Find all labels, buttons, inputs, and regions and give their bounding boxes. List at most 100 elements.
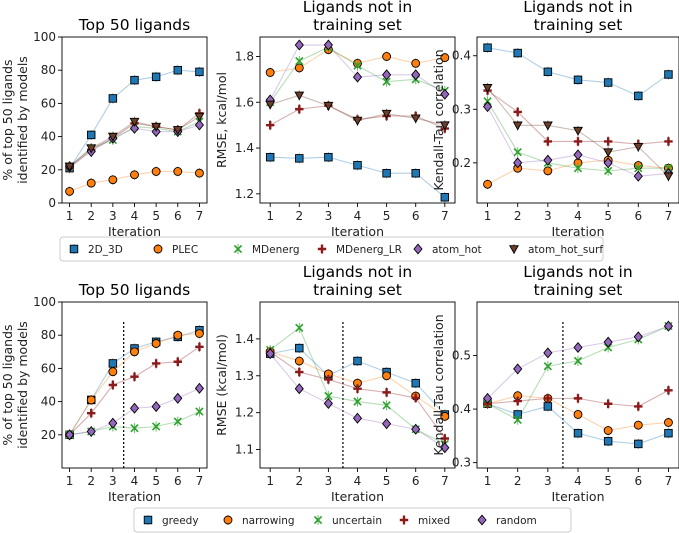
data-point-2D_3D: [603, 78, 613, 87]
data-point-2D_3D: [664, 70, 673, 79]
data-point-2D_3D: [353, 160, 362, 170]
legend-marker-MDenerg_LR-stroke: [317, 244, 327, 254]
data-point-mixed-stroke: [130, 372, 139, 381]
data-point-uncertain-stroke: [513, 415, 522, 424]
data-point-uncertain: [195, 407, 204, 416]
data-point-mixed: [664, 386, 673, 395]
data-point-PLEC: [543, 166, 553, 176]
data-point-mixed-stroke: [573, 394, 583, 403]
data-point-uncertain: [130, 423, 139, 433]
data-point-mixed: [440, 434, 450, 443]
data-point-atom_hot: [352, 71, 363, 83]
data-point-atom_hot_surf: [512, 121, 523, 131]
data-point-MDenerg_LR: [543, 137, 553, 146]
x-tick-label: 5: [152, 474, 160, 488]
y-tick-label: 1.2: [235, 187, 254, 201]
data-point-PLEC: [151, 167, 161, 176]
data-point-uncertain-stroke: [295, 323, 304, 332]
y-axis-label: RMSE, kcal/mol: [214, 72, 229, 168]
y-axis-label: Kendall-Tau correlation: [431, 49, 446, 190]
data-point-mixed-stroke: [513, 396, 522, 406]
data-point-mixed: [634, 402, 643, 411]
data-point-PLEC: [483, 179, 492, 189]
x-tick-label: 4: [574, 474, 582, 488]
x-tick-label: 5: [604, 474, 612, 488]
data-point-atom_hot_surf: [265, 100, 276, 110]
x-tick-label: 6: [412, 474, 420, 488]
series-layer: [65, 325, 204, 441]
data-point-random: [573, 341, 583, 354]
data-point-mixed: [543, 394, 553, 403]
data-point-narrowing: [194, 329, 204, 338]
y-tick-label: 0.4: [452, 402, 471, 416]
data-point-mixed: [151, 359, 161, 368]
data-point-mixed: [295, 367, 304, 377]
y-tick-label: 0: [48, 196, 56, 210]
legend-marker-2D_3D: [69, 244, 79, 254]
data-point-mixed-stroke: [195, 342, 204, 352]
data-point-PLEC: [382, 52, 392, 61]
y-tick-label: 1.3: [235, 369, 254, 383]
legend-marker-atom_hot: [413, 243, 423, 255]
data-point-MDenerg_LR-stroke: [513, 107, 522, 117]
data-point-atom_hot_surf: [381, 109, 392, 119]
data-point-2D_3D: [151, 72, 161, 82]
data-point-uncertain: [573, 356, 583, 366]
data-point-MDenerg-stroke: [573, 164, 583, 173]
chart-panel-4: 1 2 3 4 5 6 7 20 40 60 80 100 Top 50 ligands Iteratio…: [0, 281, 208, 504]
data-point-uncertain-stroke: [151, 422, 161, 431]
legend-label: narrowing: [242, 515, 295, 527]
data-point-MDenerg-stroke: [634, 164, 643, 173]
data-point-mixed: [173, 357, 182, 366]
x-axis-label: Iteration: [551, 489, 604, 504]
data-point-atom_hot: [129, 122, 140, 134]
data-point-atom_hot: [543, 154, 553, 166]
x-tick-label: 3: [325, 209, 333, 223]
data-point-greedy: [353, 356, 362, 366]
data-point-random: [663, 320, 674, 332]
data-point-MDenerg_LR-stroke: [543, 137, 553, 146]
data-point-MDenerg_LR: [295, 104, 304, 114]
legend-marker-random: [477, 514, 487, 526]
data-point-PLEC: [65, 186, 75, 196]
data-point-uncertain-stroke: [573, 356, 583, 366]
x-tick-label: 6: [634, 474, 642, 488]
data-point-atom_hot: [323, 39, 333, 51]
x-tick-label: 2: [87, 209, 95, 223]
legend-2: greedy narrowing uncertain mixed random: [133, 507, 572, 533]
data-point-atom_hot_surf: [633, 142, 644, 152]
legend-label: MDenerg: [252, 244, 300, 256]
data-point-random: [513, 363, 523, 375]
data-point-atom_hot_surf: [573, 126, 583, 136]
data-point-mixed: [353, 384, 362, 393]
x-tick-label: 5: [604, 209, 612, 223]
data-point-atom_hot_surf: [323, 101, 334, 111]
y-axis-label: % of top 50 ligands: [0, 59, 15, 180]
data-point-narrowing: [108, 367, 118, 377]
legend-marker-uncertain: [313, 515, 323, 525]
chart-title: Ligands not in: [523, 0, 632, 16]
chart-title: Ligands not in: [303, 0, 412, 16]
data-point-greedy: [573, 428, 583, 438]
data-point-uncertain: [353, 397, 362, 406]
data-point-random: [194, 382, 204, 394]
x-tick-label: 2: [87, 474, 95, 488]
data-point-mixed-stroke: [173, 357, 182, 366]
x-tick-label: 4: [354, 209, 362, 223]
data-point-MDenerg-stroke: [603, 166, 613, 176]
series-line-mixed: [69, 346, 200, 436]
data-point-random: [633, 331, 643, 343]
data-point-2D_3D: [295, 154, 304, 163]
data-point-mixed: [108, 380, 118, 390]
data-point-mixed-stroke: [440, 434, 450, 443]
y-tick-label: 60: [41, 96, 56, 110]
series-layer: [482, 320, 674, 449]
x-tick-label: 3: [109, 209, 117, 223]
data-point-MDenerg-stroke: [513, 147, 522, 157]
y-axis-label: Kendall-Tau correlation: [431, 314, 446, 455]
data-point-uncertain-stroke: [382, 401, 391, 410]
data-point-atom_hot_surf: [603, 148, 614, 158]
y-tick-label: 1.1: [235, 443, 254, 457]
x-tick-label: 4: [574, 209, 582, 223]
